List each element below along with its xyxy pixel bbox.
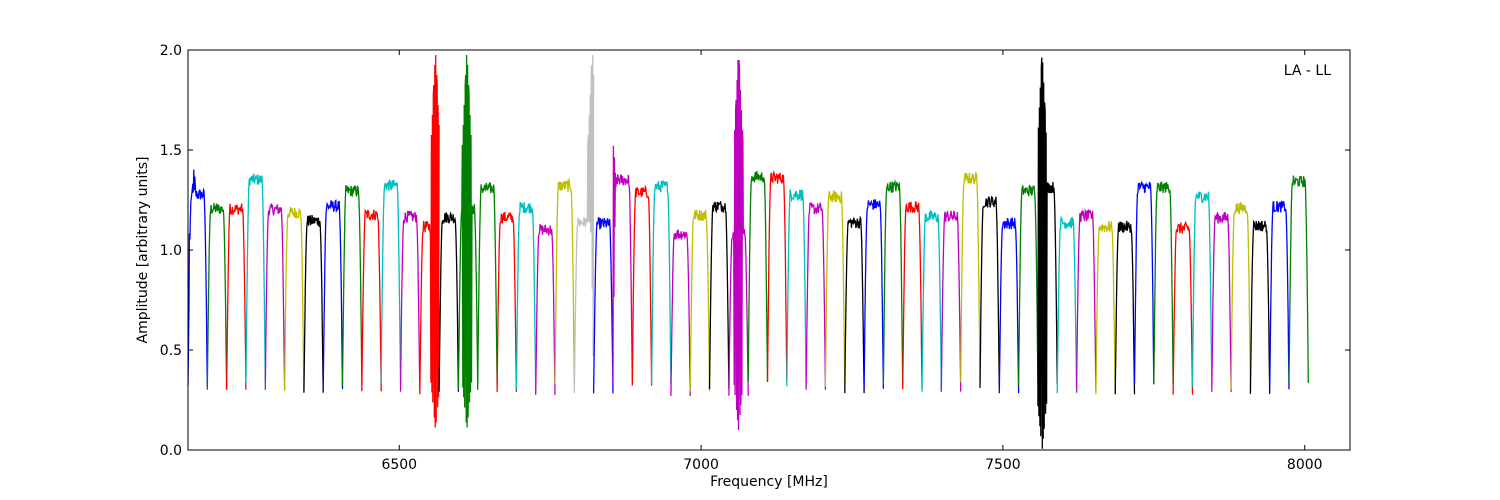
subband-amplitude-line bbox=[708, 201, 730, 390]
x-tick-label: 7000 bbox=[683, 457, 719, 473]
subband-amplitude-line bbox=[515, 201, 537, 390]
subband-amplitude-line bbox=[824, 190, 846, 387]
subband-amplitude-line bbox=[380, 179, 402, 384]
y-tick-label: 1.0 bbox=[160, 243, 182, 259]
subband-amplitude-line bbox=[670, 229, 691, 397]
subband-amplitude-line bbox=[303, 215, 324, 393]
subband-amplitude-line bbox=[650, 179, 672, 385]
series-group bbox=[188, 54, 1309, 449]
subband-amplitude-line bbox=[1133, 180, 1155, 385]
subband-amplitude-line bbox=[882, 179, 904, 385]
subband-amplitude-line bbox=[283, 206, 305, 391]
y-axis-title: Amplitude [arbitrary units] bbox=[135, 157, 151, 344]
subband-amplitude-line bbox=[1056, 215, 1078, 394]
subband-amplitude-line bbox=[419, 54, 440, 428]
subband-amplitude-line bbox=[361, 208, 382, 392]
subband-amplitude-line bbox=[612, 145, 633, 383]
subband-amplitude-line bbox=[535, 224, 556, 395]
subband-amplitude-line bbox=[921, 209, 942, 392]
subband-amplitude-line bbox=[341, 185, 363, 386]
subband-amplitude-line bbox=[1211, 211, 1232, 392]
baseline-annotation: LA - LL bbox=[1284, 63, 1331, 79]
subband-amplitude-line bbox=[1172, 220, 1194, 395]
subband-amplitude-line bbox=[1191, 191, 1213, 387]
subband-amplitude-line bbox=[631, 184, 653, 386]
subband-amplitude-line bbox=[457, 54, 479, 428]
subband-amplitude-line bbox=[188, 169, 208, 387]
subband-amplitude-line bbox=[786, 189, 807, 387]
subband-amplitude-line bbox=[1269, 200, 1290, 390]
x-tick-label: 6500 bbox=[381, 457, 417, 473]
subband-amplitude-line bbox=[1075, 208, 1097, 392]
subband-amplitude-line bbox=[747, 171, 769, 382]
subband-amplitude-line bbox=[1017, 184, 1039, 386]
subband-amplitude-line bbox=[960, 172, 981, 383]
subband-amplitude-line bbox=[728, 59, 749, 431]
subband-amplitude-line bbox=[245, 173, 266, 383]
subband-amplitude-line bbox=[592, 216, 614, 394]
subband-amplitude-line bbox=[1114, 220, 1136, 395]
subband-amplitude-line bbox=[438, 211, 460, 392]
subband-amplitude-line bbox=[863, 199, 885, 389]
subband-amplitude-line bbox=[1095, 220, 1116, 395]
y-tick-label: 0.0 bbox=[160, 443, 182, 459]
subband-amplitude-line bbox=[477, 182, 498, 385]
subband-amplitude-line bbox=[998, 217, 1020, 394]
subband-amplitude-line bbox=[573, 54, 595, 394]
y-tick-label: 1.5 bbox=[160, 143, 182, 159]
x-axis-title: Frequency [MHz] bbox=[710, 474, 828, 490]
y-tick-label: 0.5 bbox=[160, 343, 182, 359]
subband-amplitude-line bbox=[805, 202, 827, 390]
subband-amplitude-line bbox=[979, 196, 1000, 388]
subband-amplitude-line bbox=[1288, 175, 1309, 383]
subband-amplitude-line bbox=[399, 210, 421, 392]
subband-amplitude-line bbox=[1037, 57, 1058, 449]
tick-group: 6500 7000 7500 8000 0.0 0.5 1.0 1.5 2.0 bbox=[160, 43, 1350, 473]
subband-amplitude-line bbox=[766, 170, 788, 383]
subband-amplitude-line bbox=[1153, 181, 1174, 385]
subband-amplitude-line bbox=[1249, 219, 1271, 394]
subband-amplitude-line bbox=[689, 209, 711, 392]
subband-amplitude-line bbox=[554, 177, 575, 385]
subband-amplitude-line bbox=[322, 198, 344, 390]
y-tick-label: 2.0 bbox=[160, 43, 182, 59]
subband-amplitude-line bbox=[225, 203, 247, 390]
x-tick-label: 8000 bbox=[1287, 457, 1323, 473]
subband-amplitude-line bbox=[496, 211, 518, 392]
x-tick-label: 7500 bbox=[985, 457, 1021, 473]
subband-amplitude-line bbox=[940, 210, 962, 392]
subband-amplitude-line bbox=[902, 201, 923, 390]
subband-amplitude-line bbox=[206, 202, 228, 390]
subband-amplitude-line bbox=[844, 215, 865, 394]
subband-amplitude-line bbox=[1230, 201, 1252, 390]
subband-amplitude-line bbox=[264, 203, 286, 390]
